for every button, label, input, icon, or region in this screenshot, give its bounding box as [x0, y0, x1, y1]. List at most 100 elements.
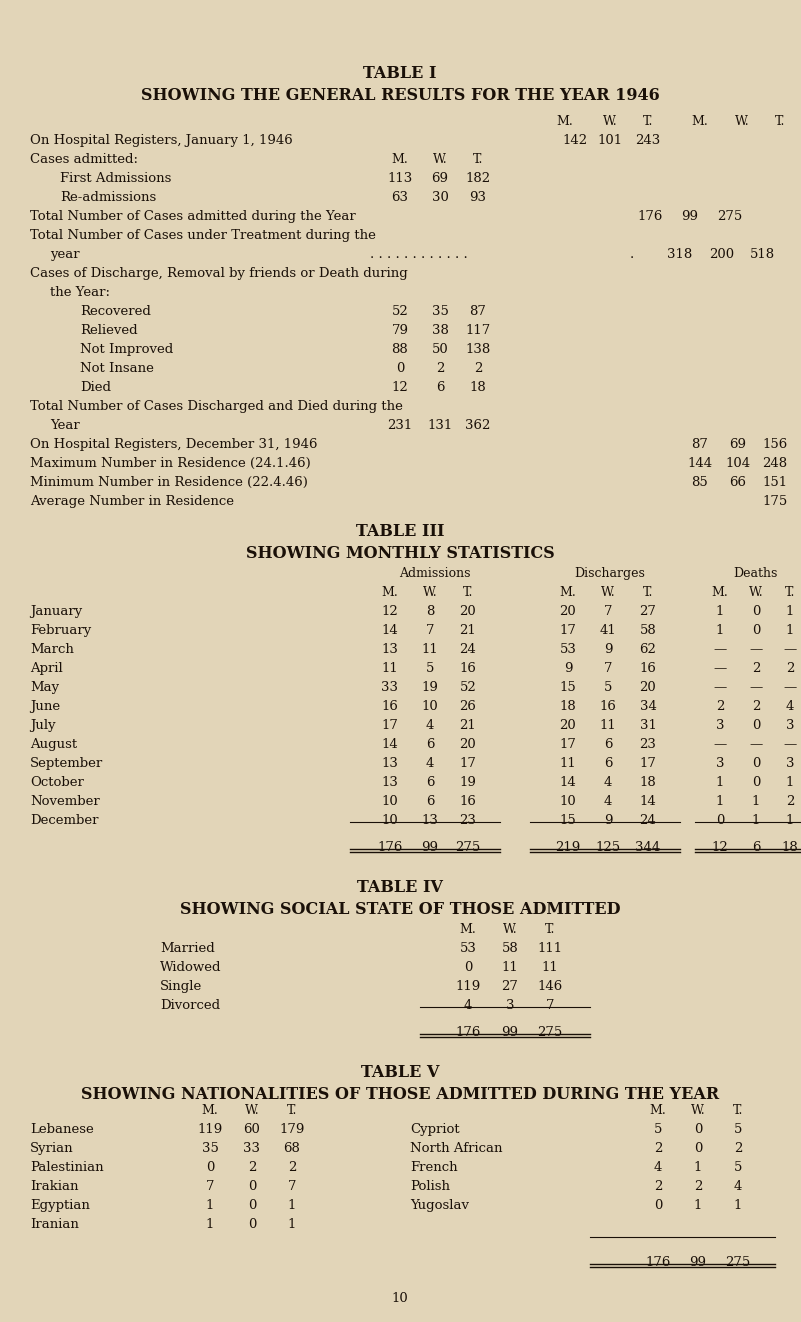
Text: 87: 87	[469, 305, 486, 319]
Text: 1: 1	[288, 1218, 296, 1231]
Text: North African: North African	[410, 1142, 502, 1155]
Text: 1: 1	[786, 605, 794, 617]
Text: T.: T.	[643, 586, 653, 599]
Text: 5: 5	[426, 662, 434, 676]
Text: 2: 2	[474, 362, 482, 375]
Text: 99: 99	[682, 210, 698, 223]
Text: 275: 275	[537, 1026, 562, 1039]
Text: Year: Year	[50, 419, 80, 432]
Text: 0: 0	[752, 605, 760, 617]
Text: W.: W.	[602, 115, 618, 128]
Text: 38: 38	[432, 324, 449, 337]
Text: 20: 20	[460, 738, 477, 751]
Text: M.: M.	[650, 1104, 666, 1117]
Text: —: —	[714, 738, 727, 751]
Text: 125: 125	[595, 841, 621, 854]
Text: 176: 176	[646, 1256, 670, 1269]
Text: 35: 35	[202, 1142, 219, 1155]
Text: 11: 11	[541, 961, 558, 974]
Text: 138: 138	[465, 342, 491, 356]
Text: French: French	[410, 1161, 457, 1174]
Text: 344: 344	[635, 841, 661, 854]
Text: 2: 2	[654, 1181, 662, 1192]
Text: Maximum Number in Residence (24.1.46): Maximum Number in Residence (24.1.46)	[30, 457, 311, 471]
Text: May: May	[30, 681, 59, 694]
Text: 6: 6	[426, 738, 434, 751]
Text: —: —	[714, 681, 727, 694]
Text: —: —	[714, 642, 727, 656]
Text: Not Improved: Not Improved	[80, 342, 173, 356]
Text: On Hospital Registers, January 1, 1946: On Hospital Registers, January 1, 1946	[30, 134, 292, 147]
Text: 119: 119	[456, 980, 481, 993]
Text: 176: 176	[638, 210, 662, 223]
Text: 117: 117	[465, 324, 491, 337]
Text: —: —	[714, 662, 727, 676]
Text: Total Number of Cases under Treatment during the: Total Number of Cases under Treatment du…	[30, 229, 376, 242]
Text: 176: 176	[455, 1026, 481, 1039]
Text: 62: 62	[639, 642, 657, 656]
Text: 6: 6	[436, 381, 445, 394]
Text: 18: 18	[560, 701, 577, 713]
Text: 146: 146	[537, 980, 562, 993]
Text: 24: 24	[640, 814, 656, 828]
Text: 0: 0	[654, 1199, 662, 1212]
Text: 2: 2	[786, 662, 794, 676]
Text: 7: 7	[288, 1181, 296, 1192]
Text: W.: W.	[690, 1104, 706, 1117]
Text: 99: 99	[690, 1256, 706, 1269]
Text: Divorced: Divorced	[160, 999, 220, 1013]
Text: 6: 6	[752, 841, 760, 854]
Text: Lebanese: Lebanese	[30, 1122, 94, 1136]
Text: April: April	[30, 662, 62, 676]
Text: TABLE III: TABLE III	[356, 524, 445, 539]
Text: 15: 15	[560, 681, 577, 694]
Text: 243: 243	[635, 134, 661, 147]
Text: 6: 6	[604, 758, 612, 769]
Text: Total Number of Cases admitted during the Year: Total Number of Cases admitted during th…	[30, 210, 356, 223]
Text: 52: 52	[392, 305, 409, 319]
Text: 18: 18	[640, 776, 656, 789]
Text: 2: 2	[786, 795, 794, 808]
Text: 31: 31	[639, 719, 657, 732]
Text: 88: 88	[392, 342, 409, 356]
Text: —: —	[750, 738, 763, 751]
Text: T.: T.	[775, 115, 785, 128]
Text: 4: 4	[604, 795, 612, 808]
Text: 5: 5	[734, 1161, 743, 1174]
Text: 0: 0	[694, 1122, 702, 1136]
Text: Irakian: Irakian	[30, 1181, 78, 1192]
Text: 13: 13	[381, 776, 398, 789]
Text: 0: 0	[396, 362, 405, 375]
Text: 33: 33	[244, 1142, 260, 1155]
Text: M.: M.	[202, 1104, 219, 1117]
Text: —: —	[750, 681, 763, 694]
Text: 131: 131	[428, 419, 453, 432]
Text: 30: 30	[432, 190, 449, 204]
Text: 2: 2	[248, 1161, 256, 1174]
Text: the Year:: the Year:	[50, 286, 110, 299]
Text: 17: 17	[381, 719, 398, 732]
Text: 0: 0	[248, 1199, 256, 1212]
Text: 518: 518	[750, 249, 775, 260]
Text: Single: Single	[160, 980, 202, 993]
Text: 10: 10	[381, 795, 398, 808]
Text: —: —	[783, 738, 797, 751]
Text: 63: 63	[392, 190, 409, 204]
Text: W.: W.	[601, 586, 615, 599]
Text: 318: 318	[667, 249, 693, 260]
Text: 14: 14	[640, 795, 656, 808]
Text: 14: 14	[560, 776, 577, 789]
Text: Died: Died	[80, 381, 111, 394]
Text: —: —	[783, 642, 797, 656]
Text: Yugoslav: Yugoslav	[410, 1199, 469, 1212]
Text: 2: 2	[752, 701, 760, 713]
Text: 6: 6	[604, 738, 612, 751]
Text: 11: 11	[501, 961, 518, 974]
Text: 7: 7	[604, 662, 612, 676]
Text: 21: 21	[460, 719, 477, 732]
Text: 0: 0	[248, 1181, 256, 1192]
Text: 1: 1	[734, 1199, 743, 1212]
Text: 14: 14	[381, 738, 398, 751]
Text: 17: 17	[560, 738, 577, 751]
Text: 52: 52	[460, 681, 477, 694]
